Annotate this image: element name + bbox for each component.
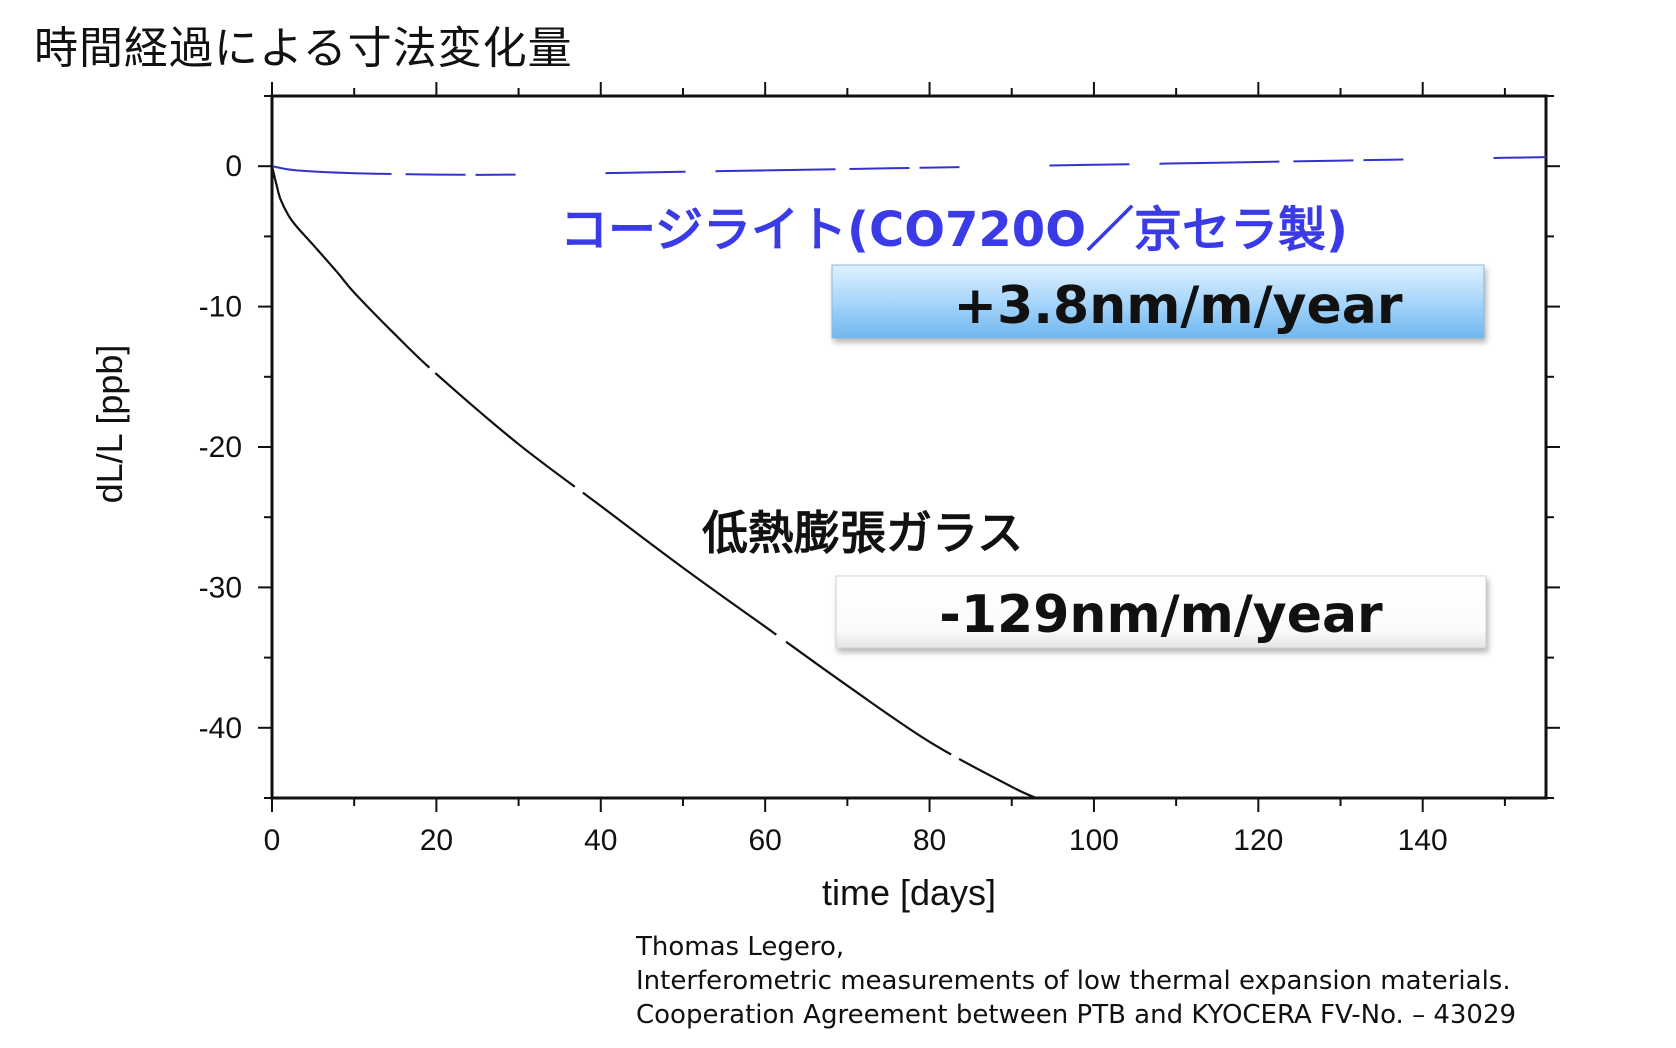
x-tick-label: 0 [264, 824, 281, 857]
citation-title: Interferometric measurements of low ther… [636, 966, 1511, 996]
x-tick-label: 80 [913, 824, 946, 857]
y-axis-ticks: 0 -10 -20 -30 -40 [199, 95, 1560, 799]
black-series-label: 低熱膨張ガラス [702, 506, 1023, 560]
x-tick-label: 140 [1398, 824, 1448, 857]
x-tick-label: 120 [1233, 824, 1283, 857]
series-line-low-expansion-glass [270, 165, 1037, 800]
y-tick-label: -20 [199, 431, 242, 464]
x-tick-label: 40 [584, 824, 617, 857]
black-rate-text: -129nm/m/year [939, 585, 1383, 645]
x-axis-label: time [days] [822, 872, 996, 913]
y-axis-label: dL/L [ppb] [89, 345, 130, 504]
y-tick-label: -30 [199, 571, 242, 604]
y-tick-label: 0 [225, 150, 242, 183]
page-title: 時間経過による寸法変化量 [34, 23, 573, 74]
citation-agreement: Cooperation Agreement between PTB and KY… [636, 1000, 1517, 1030]
x-axis-ticks: 0 20 40 60 80 100 120 140 [264, 82, 1506, 857]
blue-rate-text: +3.8nm/m/year [954, 276, 1403, 336]
citation-author: Thomas Legero, [636, 932, 845, 962]
y-tick-label: -40 [199, 712, 242, 745]
blue-series-label: コージライト(CO720O／京セラ製) [560, 202, 1348, 258]
blue-rate-badge [831, 264, 1485, 339]
x-tick-label: 20 [420, 824, 453, 857]
series-line-cordierite [271, 156, 1547, 176]
black-rate-badge [835, 575, 1487, 649]
y-tick-label: -10 [199, 291, 242, 324]
citation: Thomas Legero, Interferometric measureme… [636, 930, 1516, 1032]
x-tick-label: 100 [1069, 824, 1119, 857]
x-tick-label: 60 [748, 824, 781, 857]
series-layer [270, 156, 1547, 800]
